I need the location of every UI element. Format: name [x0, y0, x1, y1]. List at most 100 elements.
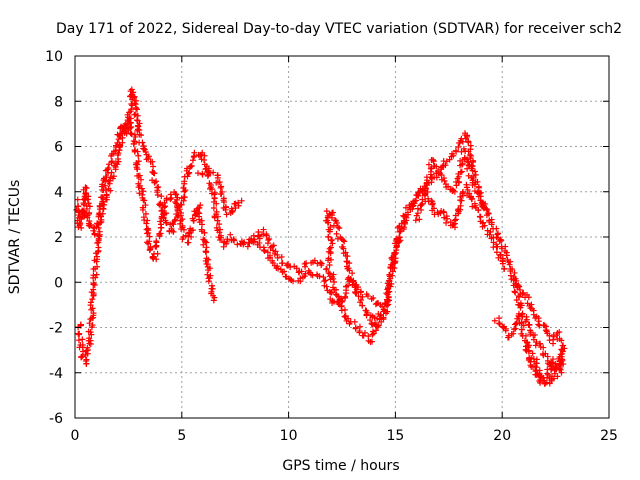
data-point	[79, 336, 86, 343]
data-point	[541, 322, 548, 329]
data-point	[76, 330, 83, 337]
data-point	[405, 211, 412, 218]
data-point	[130, 94, 137, 101]
data-point	[545, 371, 552, 378]
data-point	[317, 259, 324, 266]
data-point	[158, 208, 165, 215]
y-tick-label: -4	[49, 366, 63, 382]
data-point	[99, 198, 106, 205]
data-point	[422, 185, 429, 192]
data-point	[99, 210, 106, 217]
data-point	[220, 243, 227, 250]
data-point	[195, 209, 202, 216]
data-point	[465, 138, 472, 145]
data-point	[153, 178, 160, 185]
data-point	[496, 238, 503, 245]
data-point	[453, 178, 460, 185]
data-point	[159, 207, 166, 214]
data-point	[481, 222, 488, 229]
data-point	[501, 265, 508, 272]
data-point	[106, 177, 113, 184]
data-point	[424, 188, 431, 195]
data-point	[127, 124, 134, 131]
data-point	[178, 226, 185, 233]
data-point	[80, 348, 87, 355]
data-point	[103, 192, 110, 199]
data-point	[199, 170, 206, 177]
data-point	[384, 286, 391, 293]
data-point	[519, 290, 526, 297]
data-point	[524, 342, 531, 349]
data-point	[93, 253, 100, 260]
data-point	[181, 180, 188, 187]
data-point	[336, 225, 343, 232]
data-point	[340, 237, 347, 244]
data-point	[320, 274, 327, 281]
data-point	[341, 238, 348, 245]
data-point	[558, 369, 565, 376]
data-point	[451, 217, 458, 224]
data-point	[217, 226, 224, 233]
data-point	[323, 265, 330, 272]
data-point	[443, 219, 450, 226]
data-point	[444, 215, 451, 222]
data-point	[131, 148, 138, 155]
data-point	[256, 239, 263, 246]
data-point	[415, 192, 422, 199]
data-point	[416, 216, 423, 223]
data-point	[130, 89, 137, 96]
data-point	[440, 209, 447, 216]
data-point	[75, 203, 82, 210]
data-point	[511, 288, 518, 295]
data-point	[502, 327, 509, 334]
data-point	[82, 184, 89, 191]
data-point	[487, 229, 494, 236]
data-point	[503, 252, 510, 259]
data-point	[464, 192, 471, 199]
data-point	[152, 243, 159, 250]
data-point	[170, 221, 177, 228]
data-point	[189, 157, 196, 164]
data-point	[352, 325, 359, 332]
data-point	[75, 214, 82, 221]
y-tick-label: 6	[54, 140, 63, 156]
data-point	[561, 345, 568, 352]
data-point	[134, 127, 141, 134]
data-point	[429, 207, 436, 214]
data-point	[428, 197, 435, 204]
data-point	[357, 289, 364, 296]
data-point	[457, 157, 464, 164]
data-point	[108, 169, 115, 176]
data-point	[203, 249, 210, 256]
data-point	[346, 267, 353, 274]
data-point	[531, 331, 538, 338]
data-point	[140, 197, 147, 204]
data-point	[133, 117, 140, 124]
data-point	[368, 320, 375, 327]
data-point	[211, 214, 218, 221]
data-point	[433, 174, 440, 181]
data-point	[153, 239, 160, 246]
data-point	[202, 257, 209, 264]
chart-title: Day 171 of 2022, Sidereal Day-to-day VTE…	[56, 21, 622, 37]
data-point	[145, 154, 152, 161]
data-point	[421, 190, 428, 197]
data-point	[214, 172, 221, 179]
data-point	[345, 315, 352, 322]
data-point	[86, 320, 93, 327]
data-point	[556, 328, 563, 335]
data-point	[83, 356, 90, 363]
data-point	[90, 310, 97, 317]
data-point	[154, 191, 161, 198]
data-point	[327, 244, 334, 251]
data-point	[156, 231, 163, 238]
data-point	[305, 267, 312, 274]
data-point	[214, 217, 221, 224]
data-point	[122, 120, 129, 127]
data-point	[215, 234, 222, 241]
data-point	[326, 262, 333, 269]
data-point	[469, 203, 476, 210]
data-point	[438, 166, 445, 173]
data-point	[442, 162, 449, 169]
